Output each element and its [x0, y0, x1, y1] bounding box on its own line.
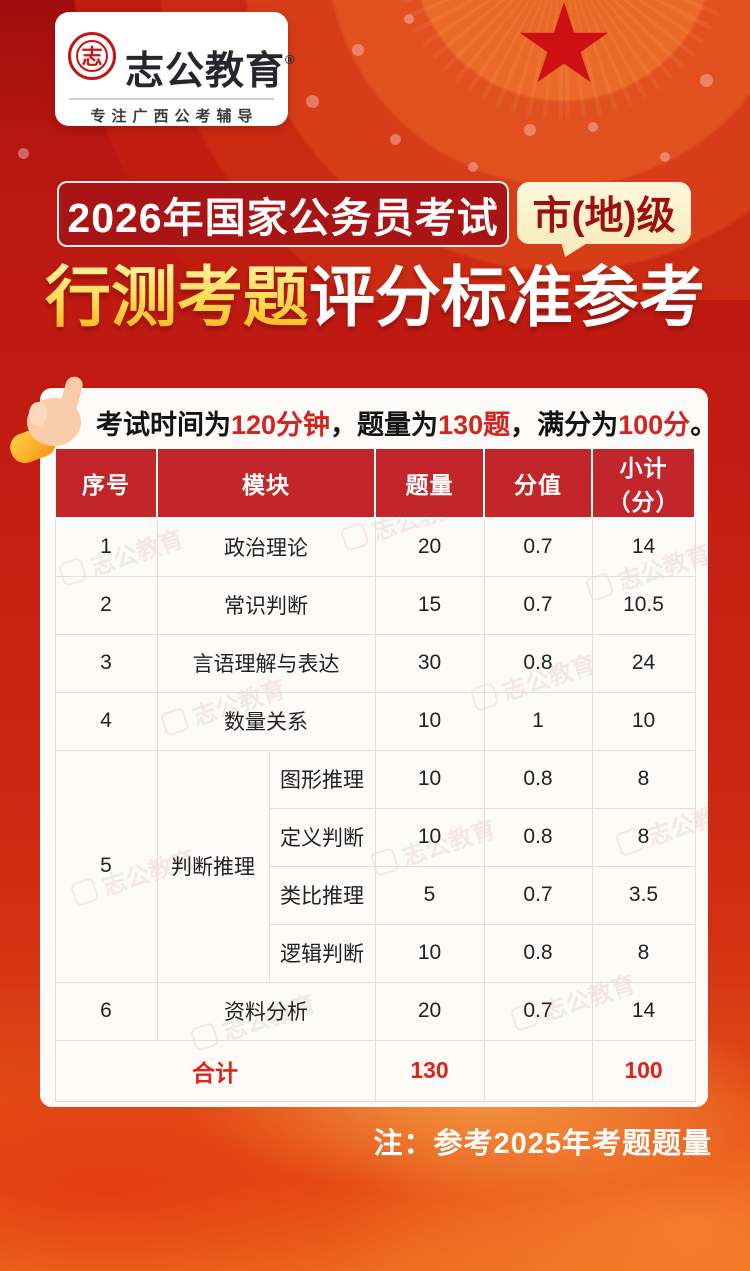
cell-no: 4	[54, 691, 158, 751]
footnote: 注：参考2025年考题题量	[373, 1128, 712, 1160]
exam-level-badge: 市(地)级	[517, 182, 691, 257]
seal-character: 志	[76, 40, 108, 72]
cell-value: 0.7	[483, 575, 593, 635]
badge-speech-tail	[561, 242, 589, 257]
cell-value: 1	[483, 691, 593, 751]
cell-value: 0.7	[483, 517, 593, 577]
cell-subtotal: 14	[591, 981, 696, 1041]
table-total-row: 合计 130 100	[54, 1039, 696, 1102]
cell-count: 5	[374, 865, 485, 925]
table-row: 6 资料分析 20 0.7 14	[54, 981, 696, 1041]
cell-submodule: 逻辑判断	[268, 923, 376, 983]
header-count: 题量	[374, 447, 485, 519]
bg-dot	[700, 74, 713, 87]
header-no: 序号	[54, 447, 158, 519]
cell-total-count: 130	[374, 1039, 485, 1102]
brand-name: 志公教育®	[125, 50, 296, 93]
cell-value: 0.7	[483, 981, 593, 1041]
zhigong-seal-icon: 志	[68, 32, 116, 80]
cell-subtotal: 8	[591, 807, 696, 867]
bg-dot	[468, 162, 478, 172]
exam-duration: 120分钟	[231, 410, 331, 440]
cell-total-subtotal: 100	[591, 1039, 696, 1102]
page-title-highlight: 行测考题	[45, 262, 309, 335]
brand-tagline: 专注广西公考辅导	[90, 108, 259, 125]
logo-divider	[69, 98, 274, 100]
bg-dot	[352, 44, 364, 56]
cell-value: 0.8	[483, 749, 593, 809]
cell-no: 1	[54, 517, 158, 577]
cell-count: 10	[374, 691, 485, 751]
cell-subtotal: 10	[591, 691, 696, 751]
score-table: 序号 模块 题量 分值 小计（分） 1 政治理论 20 0.7 14 2 常识判	[54, 447, 696, 1102]
red-star-icon	[519, 2, 609, 83]
exam-summary-line: 考试时间为120分钟，题量为130题，满分为100分。	[96, 410, 718, 440]
cell-subtotal: 24	[591, 633, 696, 693]
table-row: 5 判断推理 图形推理 10 0.8 8	[54, 749, 696, 983]
cell-submodule: 类比推理	[268, 865, 376, 925]
page-title: 行测考题评分标准参考	[0, 256, 750, 342]
cell-subtotal: 8	[591, 749, 696, 809]
bg-dot	[306, 95, 319, 108]
bg-dot	[18, 148, 29, 159]
cell-value: 0.8	[483, 923, 593, 983]
question-count: 130题	[438, 410, 511, 440]
bg-dot	[524, 124, 536, 136]
cell-module: 判断推理	[156, 749, 270, 983]
cell-module: 政治理论	[156, 517, 376, 577]
header-module: 模块	[156, 447, 376, 519]
full-score: 100分	[618, 410, 691, 440]
table-row: 逻辑判断 10 0.8 8	[55, 923, 696, 983]
cell-submodule: 定义判断	[268, 807, 376, 867]
bg-dot	[660, 152, 670, 162]
cell-subtotal: 8	[591, 923, 696, 983]
cell-count: 20	[374, 981, 485, 1041]
bg-dot	[390, 134, 401, 145]
cell-value: 0.8	[483, 807, 593, 867]
cell-subtotal: 14	[591, 517, 696, 577]
content-card: 考试时间为120分钟，题量为130题，满分为100分。 志公教育 志公教育 志公…	[40, 388, 717, 1107]
cell-total-label: 合计	[54, 1039, 376, 1102]
cell-value: 0.7	[483, 865, 593, 925]
cell-no: 3	[54, 633, 158, 693]
cell-module: 数量关系	[156, 691, 376, 751]
cell-no: 6	[54, 981, 158, 1041]
cell-subtotal: 3.5	[591, 865, 696, 925]
cell-submodule: 图形推理	[268, 749, 376, 809]
cell-count: 10	[374, 749, 485, 809]
table-row: 3 言语理解与表达 30 0.8 24	[54, 633, 696, 693]
brand-logo-card: 志 志公教育® 专注广西公考辅导	[55, 12, 295, 126]
cell-count: 10	[374, 807, 485, 867]
page-title-rest: 评分标准参考	[309, 262, 705, 335]
cell-value: 0.8	[483, 633, 593, 693]
cell-subtotal: 10.5	[591, 575, 696, 635]
cell-module: 常识判断	[156, 575, 376, 635]
table-header-row: 序号 模块 题量 分值 小计（分）	[54, 447, 696, 519]
table-row: 2 常识判断 15 0.7 10.5	[54, 575, 696, 635]
exam-year-banner: 2026年国家公务员考试	[57, 181, 509, 247]
cell-module: 资料分析	[156, 981, 376, 1041]
bg-dot	[404, 14, 414, 24]
pointing-hand-icon	[10, 376, 83, 464]
table-row: 定义判断 10 0.8 8	[55, 807, 696, 867]
cell-count: 20	[374, 517, 485, 577]
cell-no: 2	[54, 575, 158, 635]
header-value: 分值	[483, 447, 593, 519]
registered-trademark-mark: ®	[285, 52, 296, 67]
exam-level-badge-label: 市(地)级	[532, 195, 676, 238]
table-row: 1 政治理论 20 0.7 14	[54, 517, 696, 577]
cell-no: 5	[54, 749, 158, 983]
cell-module: 言语理解与表达	[156, 633, 376, 693]
table-row: 类比推理 5 0.7 3.5	[55, 865, 696, 925]
cell-count: 10	[374, 923, 485, 983]
bg-dot	[588, 122, 598, 132]
cell-total-value	[483, 1039, 593, 1102]
cell-count: 15	[374, 575, 485, 635]
cell-count: 30	[374, 633, 485, 693]
header-subtotal: 小计（分）	[591, 447, 696, 519]
table-row: 4 数量关系 10 1 10	[54, 691, 696, 751]
